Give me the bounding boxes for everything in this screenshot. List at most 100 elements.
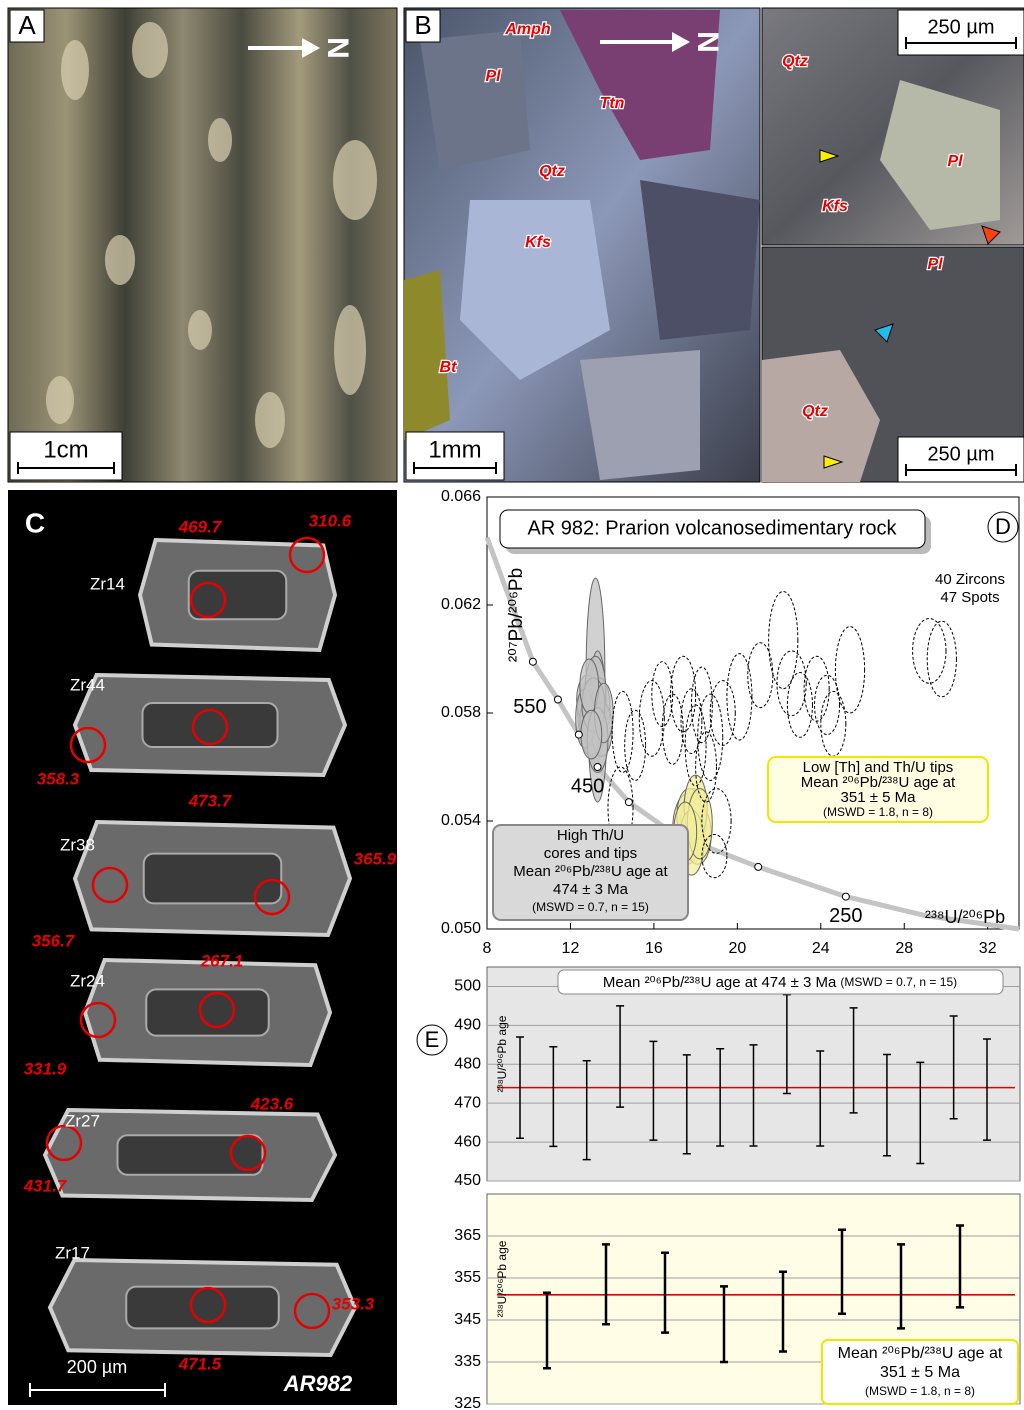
spot-age: 469.7 bbox=[178, 517, 223, 536]
x-axis-label: ²³⁸U/²⁰⁶Pb bbox=[925, 907, 1005, 927]
concordia-age-label: 450 bbox=[571, 775, 604, 797]
zircon-core bbox=[142, 852, 283, 905]
concordia-age-label: 250 bbox=[829, 905, 862, 927]
error-bar bbox=[838, 1228, 846, 1315]
panel-label: C bbox=[25, 507, 45, 538]
spot-age: 310.6 bbox=[309, 511, 352, 530]
x-tick-label: 8 bbox=[483, 940, 492, 957]
mineral-label: Bt bbox=[440, 359, 458, 376]
error-bar bbox=[916, 1061, 925, 1165]
analysis-spot bbox=[189, 581, 227, 619]
mineral-label: Pl bbox=[927, 256, 943, 273]
chart-title-line: Mean ²⁰⁶Pb/²³⁸U age at bbox=[838, 1345, 1003, 1362]
pointer-arrowhead bbox=[981, 225, 1001, 245]
spot-age: 353.3 bbox=[332, 1294, 375, 1313]
error-bar bbox=[983, 1038, 991, 1141]
spot-age: 431.7 bbox=[23, 1176, 68, 1195]
error-bar bbox=[649, 1040, 658, 1141]
y-tick-label: 0.062 bbox=[441, 596, 481, 613]
scale-bar bbox=[905, 37, 1017, 49]
data-ellipse bbox=[684, 704, 707, 787]
data-ellipse bbox=[776, 650, 807, 717]
panel-label: D bbox=[995, 514, 1011, 539]
legend-box-line: (MSWD = 1.8, n = 8) bbox=[823, 805, 933, 819]
y-tick-label: 450 bbox=[454, 1172, 481, 1189]
legend-box-line: 351 ± 5 Ma bbox=[841, 789, 917, 806]
y-tick-label: 0.066 bbox=[441, 488, 481, 505]
analysis-spot bbox=[69, 726, 107, 764]
zircon-name: Zr14 bbox=[90, 574, 125, 593]
mineral-label: Kfs bbox=[822, 198, 848, 215]
y-tick-label: 335 bbox=[454, 1353, 481, 1370]
scale-box bbox=[9, 431, 123, 481]
spot-age: 473.7 bbox=[188, 791, 233, 810]
error-bar bbox=[616, 1005, 625, 1108]
error-bar bbox=[779, 1270, 787, 1353]
scale-box bbox=[405, 431, 505, 481]
x-tick-label: 32 bbox=[979, 940, 997, 957]
data-ellipse bbox=[701, 788, 732, 854]
concordia-age-mark bbox=[754, 862, 763, 871]
error-bar bbox=[602, 1243, 610, 1326]
mineral-label: Qtz bbox=[782, 53, 808, 70]
north-arrow-head bbox=[672, 32, 690, 52]
spot-age: 331.9 bbox=[24, 1059, 67, 1078]
x-tick-label: 12 bbox=[562, 940, 580, 957]
legend-box-line: cores and tips bbox=[544, 845, 637, 862]
error-bar bbox=[543, 1291, 551, 1370]
scale-label: 1mm bbox=[428, 437, 481, 464]
error-bar bbox=[882, 1053, 891, 1157]
error-bar bbox=[516, 1036, 524, 1139]
scale-label: 250 µm bbox=[927, 16, 994, 38]
data-ellipse bbox=[661, 693, 684, 765]
spot-age: 358.3 bbox=[37, 769, 80, 788]
zircon-core bbox=[145, 988, 270, 1037]
north-label: N bbox=[321, 37, 354, 59]
y-tick-label: 500 bbox=[454, 978, 481, 995]
error-bar bbox=[782, 993, 791, 1095]
y-tick-label: 480 bbox=[454, 1055, 481, 1072]
chart-title-line: (MSWD = 1.8, n = 8) bbox=[865, 1384, 975, 1398]
zircon-name: Zr38 bbox=[60, 835, 95, 854]
data-ellipse bbox=[638, 680, 665, 757]
scale-bar bbox=[905, 464, 1017, 476]
error-bar bbox=[716, 1047, 725, 1147]
mineral-label: Qtz bbox=[539, 163, 565, 180]
photo-b-grain bbox=[880, 80, 1000, 230]
legend-box-line: (MSWD = 0.7, n = 15) bbox=[532, 900, 649, 914]
chart-title-line: 351 ± 5 Ma bbox=[880, 1364, 960, 1381]
scale-bar bbox=[29, 1383, 166, 1397]
data-ellipse bbox=[912, 618, 947, 684]
panel-label: A bbox=[18, 10, 36, 40]
analysis-spot bbox=[198, 991, 236, 1029]
spot-age: 365.9 bbox=[354, 849, 397, 868]
chart-subtitle: (MSWD = 0.7, n = 15) bbox=[840, 975, 957, 989]
sample-label: AR982 bbox=[283, 1371, 353, 1396]
title-box bbox=[821, 1339, 1019, 1405]
photo-b-grain bbox=[762, 350, 880, 482]
y-tick-label: 355 bbox=[454, 1269, 481, 1286]
data-ellipse bbox=[611, 690, 634, 773]
panel-label-box bbox=[405, 9, 441, 43]
error-bar bbox=[816, 1050, 825, 1147]
analysis-spot bbox=[229, 1134, 267, 1172]
north-label: N bbox=[691, 31, 724, 53]
data-ellipse bbox=[926, 620, 957, 698]
analysis-spot bbox=[191, 708, 229, 746]
data-ellipse bbox=[768, 591, 799, 690]
y-tick-label: 490 bbox=[454, 1017, 481, 1034]
error-bar bbox=[682, 1054, 691, 1155]
zircon-name: Zr44 bbox=[70, 675, 105, 694]
chart-title: AR 982: Prarion volcanosedimentary rock bbox=[527, 517, 897, 539]
photo-a-grains bbox=[46, 22, 377, 448]
mineral-label: Ttn bbox=[600, 95, 625, 112]
y-tick-label: 470 bbox=[454, 1094, 481, 1111]
x-tick-label: 16 bbox=[645, 940, 663, 957]
data-ellipse bbox=[680, 688, 703, 754]
y-tick-label: 0.050 bbox=[441, 920, 481, 937]
mineral-label: Amph bbox=[504, 21, 551, 38]
pointer-arrowhead bbox=[819, 149, 840, 163]
zircon-core bbox=[116, 1134, 264, 1176]
analysis-spot bbox=[189, 1286, 227, 1324]
